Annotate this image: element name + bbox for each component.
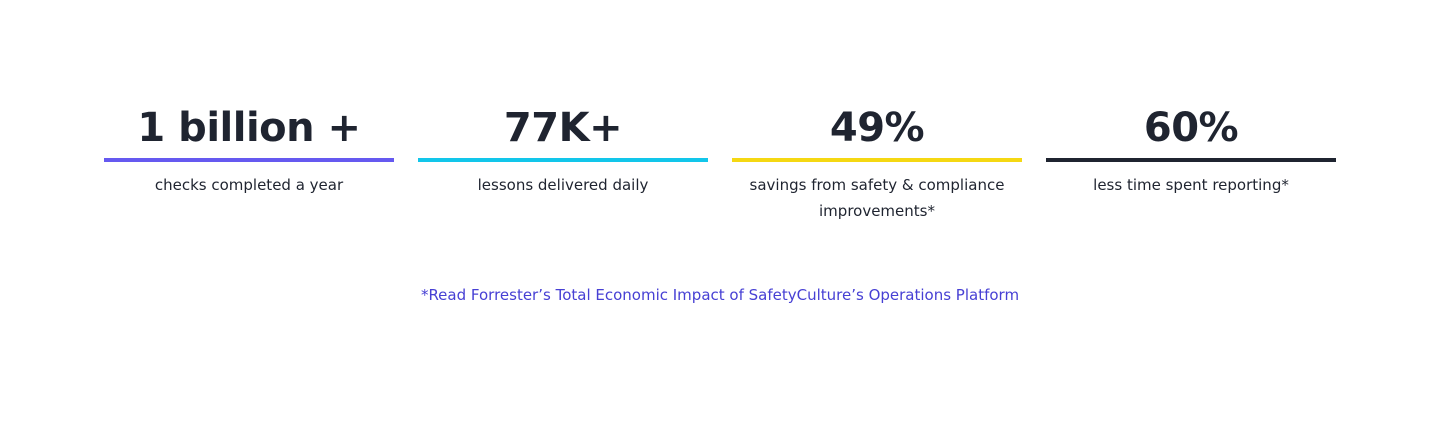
forrester-report-link[interactable]: *Read Forrester’s Total Economic Impact … bbox=[420, 286, 1020, 304]
stat-card-lessons: 77K+ lessons delivered daily bbox=[418, 100, 708, 224]
stat-label: lessons delivered daily bbox=[477, 176, 649, 194]
stat-value: 77K+ bbox=[503, 105, 623, 151]
stat-card-savings: 49% savings from safety & compliance imp… bbox=[732, 100, 1022, 224]
stat-accent-bar bbox=[104, 158, 394, 162]
stat-card-reporting: 60% less time spent reporting* bbox=[1046, 100, 1336, 224]
stat-label: savings from safety & compliance improve… bbox=[749, 176, 1005, 220]
stat-value: 49% bbox=[829, 105, 925, 151]
stats-row: 1 billion + checks completed a year 77K+… bbox=[104, 100, 1336, 224]
stat-accent-bar bbox=[732, 158, 1022, 162]
stat-label: less time spent reporting* bbox=[1093, 176, 1289, 194]
stat-label: checks completed a year bbox=[154, 176, 344, 194]
stat-accent-bar bbox=[418, 158, 708, 162]
stat-value: 60% bbox=[1143, 105, 1239, 151]
stat-accent-bar bbox=[1046, 158, 1336, 162]
stat-card-checks: 1 billion + checks completed a year bbox=[104, 100, 394, 224]
stat-value: 1 billion + bbox=[137, 105, 361, 151]
